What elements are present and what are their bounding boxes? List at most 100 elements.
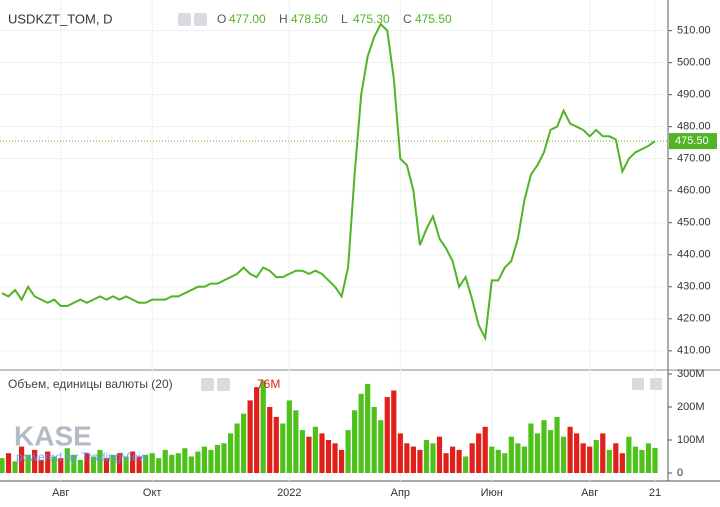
x-tick-label: Авг	[581, 487, 598, 499]
volume-bar	[208, 449, 214, 473]
volume-bar	[613, 443, 619, 473]
volume-bar	[97, 449, 103, 473]
volume-bar	[436, 436, 443, 473]
volume-bar	[365, 383, 371, 473]
volume-bar	[541, 420, 547, 473]
volume-bar	[51, 456, 57, 473]
y-tick-label: 480.00	[677, 121, 711, 133]
volume-bar	[77, 459, 83, 473]
y-tick-label: 460.00	[677, 185, 711, 197]
volume-bar	[534, 433, 541, 473]
ohlc-value: 475.30	[353, 12, 390, 26]
volume-y-tick-label: 300M	[677, 368, 705, 380]
volume-bar	[332, 443, 338, 473]
watermark-text: powered by TradingView	[16, 450, 148, 464]
volume-bar	[476, 433, 482, 473]
y-tick-label: 490.00	[677, 89, 711, 101]
volume-bar	[5, 453, 12, 473]
volume-bar	[619, 453, 625, 473]
volume-bar	[325, 439, 332, 473]
volume-bar	[352, 410, 358, 473]
volume-bar	[130, 451, 136, 473]
volume-bar	[515, 443, 521, 473]
volume-bar	[574, 433, 580, 473]
y-tick-label: 420.00	[677, 313, 711, 325]
volume-bar	[449, 446, 456, 473]
volume-bar	[319, 433, 325, 473]
volume-bar	[397, 433, 403, 473]
volume-bar	[456, 449, 462, 473]
volume-bar	[90, 456, 97, 473]
volume-y-tick-label: 200M	[677, 401, 705, 413]
last-price-tag	[669, 133, 717, 150]
volume-bar	[338, 449, 345, 473]
volume-bar	[306, 436, 312, 473]
volume-bar	[234, 423, 240, 473]
y-tick-label: 440.00	[677, 249, 711, 261]
pane-button	[650, 378, 662, 390]
volume-bar	[84, 453, 90, 473]
volume-bar	[71, 454, 77, 473]
volume-bar	[110, 454, 116, 473]
x-tick-label: Июн	[481, 487, 503, 499]
volume-bar	[463, 456, 469, 473]
volume-bar	[587, 446, 593, 473]
volume-bar	[391, 390, 397, 473]
volume-bar	[495, 449, 501, 473]
volume-bar	[358, 393, 364, 473]
y-tick-label: 510.00	[677, 25, 711, 37]
volume-bar	[410, 446, 416, 473]
volume-bar	[567, 426, 573, 473]
volume-bar	[521, 446, 527, 473]
volume-bar	[528, 423, 534, 473]
ohlc-label: L	[341, 12, 348, 26]
ohlc-value: 475.50	[415, 12, 452, 26]
volume-bar	[606, 449, 612, 473]
volume-bar	[580, 443, 586, 473]
volume-bar	[384, 397, 390, 473]
volume-bar	[508, 436, 514, 473]
ohlc-label: H	[279, 12, 288, 26]
volume-bar	[632, 446, 639, 473]
volume-bar	[38, 459, 44, 473]
pane-button	[632, 378, 644, 390]
volume-bar	[116, 453, 123, 473]
y-tick-label: 410.00	[677, 345, 711, 357]
x-tick-label: Апр	[391, 487, 410, 499]
volume-bar	[149, 453, 155, 473]
ohlc-label: O	[217, 12, 226, 26]
settings-icon	[201, 378, 214, 391]
volume-bar	[241, 413, 247, 473]
ohlc-value: 477.00	[229, 12, 266, 26]
volume-title: Объем, единицы валюты (20)	[8, 377, 173, 391]
volume-bar	[593, 439, 599, 473]
y-tick-label: 500.00	[677, 57, 711, 69]
volume-bar	[312, 426, 319, 473]
volume-bar	[600, 433, 606, 473]
watermark-logo: KASE	[14, 420, 92, 451]
volume-bar	[469, 443, 475, 473]
volume-bar	[645, 443, 652, 473]
volume-bar	[0, 458, 5, 473]
volume-bar	[293, 410, 299, 473]
volume-bar	[136, 456, 142, 473]
volume-bar	[273, 416, 279, 473]
x-tick-label: Окт	[143, 487, 162, 499]
volume-bar	[502, 453, 508, 473]
volume-bar	[626, 436, 632, 473]
volume-bar	[378, 420, 384, 473]
volume-bar	[443, 453, 449, 473]
volume-bar	[12, 461, 18, 473]
volume-current: 76M	[257, 377, 280, 391]
volume-bar	[18, 446, 25, 473]
volume-bar	[201, 446, 208, 473]
volume-bar	[58, 458, 64, 473]
volume-bar	[169, 454, 175, 473]
volume-y-tick-label: 0	[677, 467, 683, 479]
y-tick-label: 450.00	[677, 217, 711, 229]
last-price-label: 475.50	[675, 135, 709, 147]
x-tick-label: 2022	[277, 487, 301, 499]
volume-bar	[560, 436, 567, 473]
volume-bar	[156, 458, 162, 473]
volume-bar	[143, 454, 149, 473]
